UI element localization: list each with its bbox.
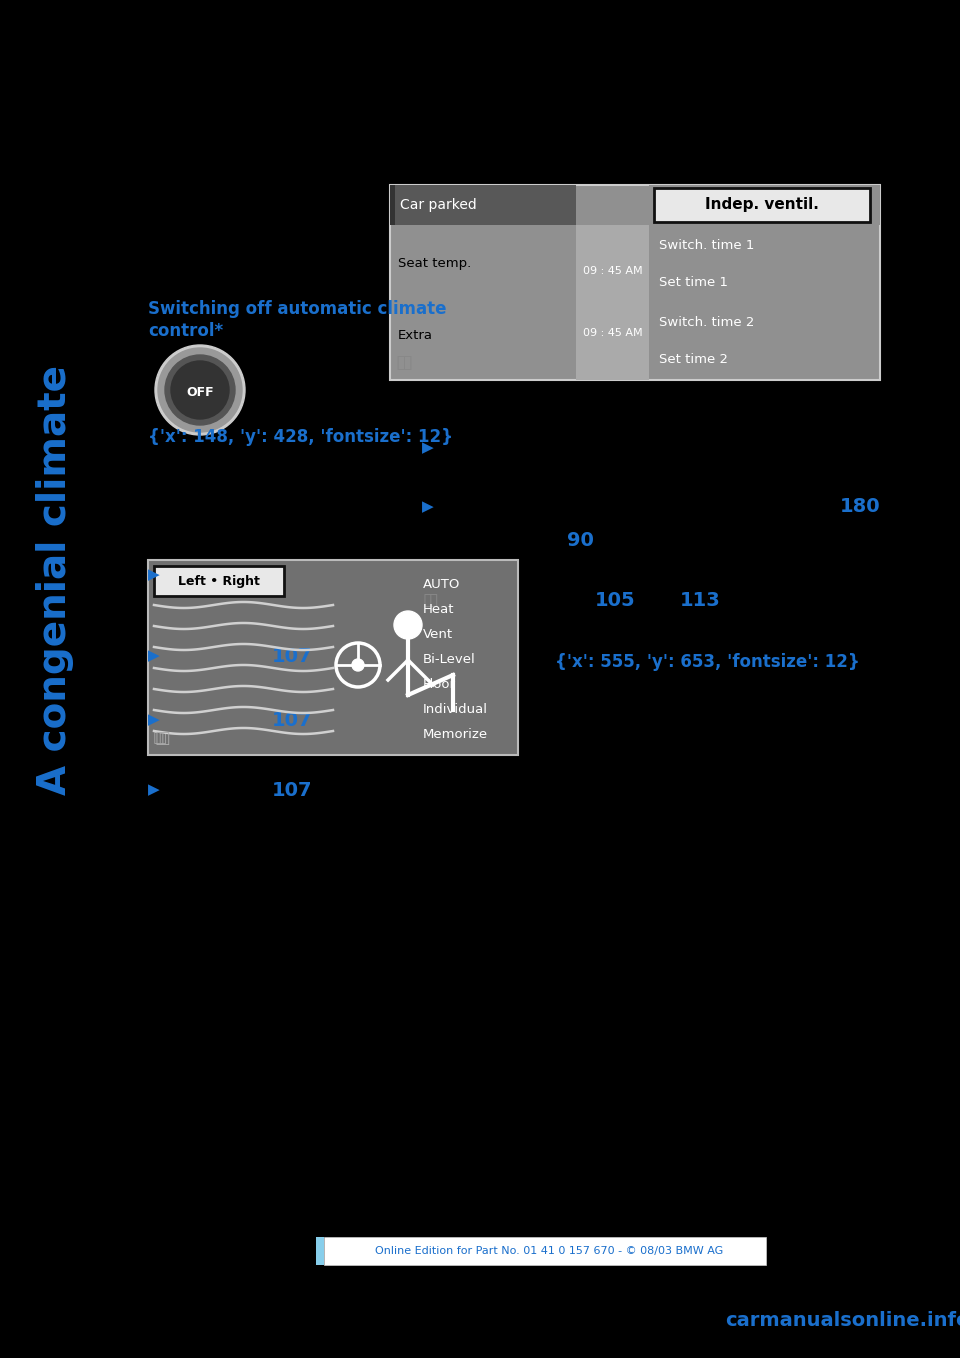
Text: Switching off automatic climate: Switching off automatic climate — [148, 300, 446, 318]
Bar — [390, 185, 576, 225]
Text: Heat: Heat — [423, 603, 454, 617]
Text: {'x': 555, 'y': 653, 'fontsize': 12}: {'x': 555, 'y': 653, 'fontsize': 12} — [555, 653, 860, 671]
Text: Seat temp.: Seat temp. — [398, 257, 471, 270]
Text: Bi-Level: Bi-Level — [423, 653, 476, 665]
Text: 90: 90 — [567, 531, 594, 550]
Bar — [390, 185, 880, 380]
Text: ▶: ▶ — [148, 568, 159, 583]
Text: 105: 105 — [595, 591, 636, 610]
Text: Switch. time 2: Switch. time 2 — [659, 316, 755, 329]
Text: Indep. ventil.: Indep. ventil. — [705, 197, 819, 212]
Text: Car parked: Car parked — [400, 198, 477, 212]
Bar — [654, 187, 870, 221]
Text: Vent: Vent — [423, 627, 453, 641]
Text: ◫: ◫ — [154, 729, 170, 747]
Circle shape — [352, 659, 364, 671]
Circle shape — [158, 348, 242, 432]
Bar — [324, 1237, 766, 1266]
Bar — [390, 185, 395, 225]
Bar — [154, 566, 284, 596]
Text: 09 : 45 AM: 09 : 45 AM — [583, 329, 642, 338]
Text: ▶: ▶ — [148, 782, 159, 797]
Text: 180: 180 — [840, 497, 880, 516]
Text: Set time 1: Set time 1 — [659, 276, 728, 289]
Text: A congenial climate: A congenial climate — [36, 365, 74, 794]
Text: ▶: ▶ — [148, 649, 159, 664]
Text: control*: control* — [148, 322, 223, 340]
Circle shape — [165, 354, 235, 425]
Text: Extra: Extra — [398, 329, 433, 342]
Text: Floor: Floor — [423, 678, 456, 691]
Text: Online Edition for Part No. 01 41 0 157 670 - © 08/03 BMW AG: Online Edition for Part No. 01 41 0 157 … — [374, 1247, 723, 1256]
Text: ◫: ◫ — [395, 354, 412, 372]
Text: ◫: ◫ — [153, 731, 167, 746]
Text: Left • Right: Left • Right — [178, 574, 260, 588]
Text: Memorize: Memorize — [423, 728, 488, 741]
Bar — [576, 225, 649, 380]
Text: 107: 107 — [272, 646, 313, 665]
Circle shape — [171, 361, 229, 420]
Text: Set time 2: Set time 2 — [659, 353, 728, 367]
Text: 107: 107 — [272, 710, 313, 729]
Text: AUTO: AUTO — [423, 579, 461, 591]
Text: Switch. time 1: Switch. time 1 — [659, 239, 755, 251]
Text: ▶: ▶ — [148, 713, 159, 728]
Text: 113: 113 — [680, 591, 721, 610]
Text: carmanualsonline.info: carmanualsonline.info — [725, 1310, 960, 1329]
Text: 09 : 45 AM: 09 : 45 AM — [583, 266, 642, 277]
Text: ▶: ▶ — [422, 440, 434, 455]
Bar — [649, 185, 880, 225]
Text: ◫: ◫ — [422, 591, 438, 608]
Circle shape — [155, 345, 245, 435]
Text: 107: 107 — [272, 781, 313, 800]
Text: {'x': 148, 'y': 428, 'fontsize': 12}: {'x': 148, 'y': 428, 'fontsize': 12} — [148, 428, 453, 445]
Circle shape — [394, 611, 422, 640]
Text: Individual: Individual — [423, 703, 488, 716]
Bar — [148, 559, 518, 755]
Text: OFF: OFF — [186, 386, 214, 398]
Text: ▶: ▶ — [422, 500, 434, 515]
Bar — [316, 1237, 324, 1266]
